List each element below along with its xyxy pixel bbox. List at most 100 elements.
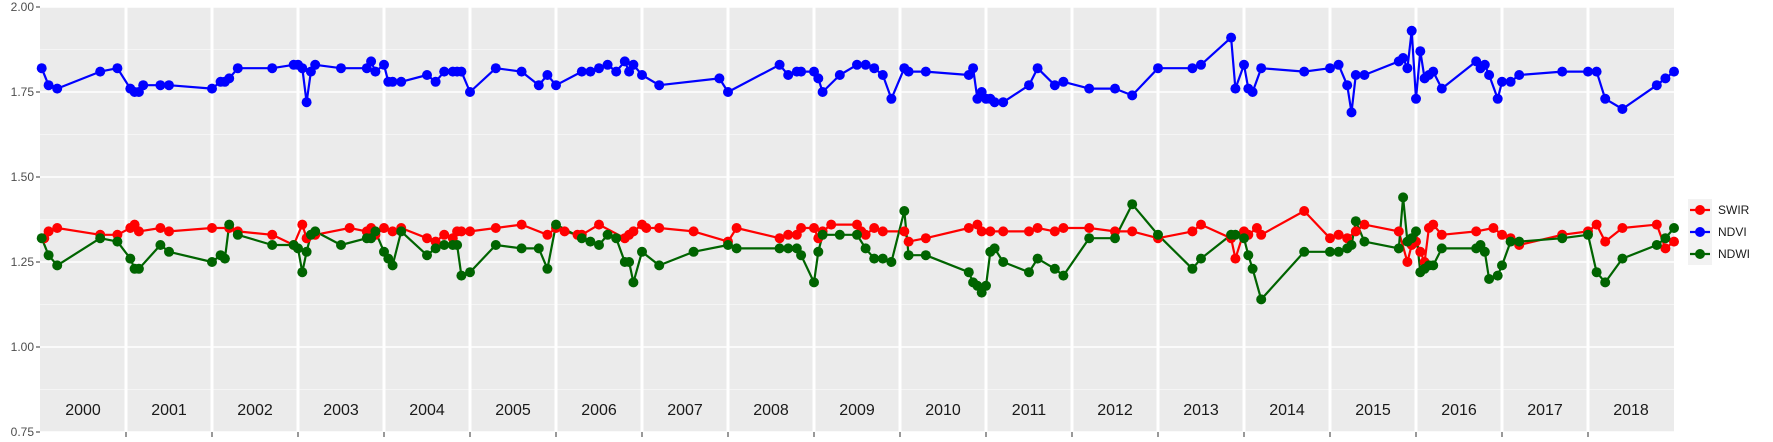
data-point-ndwi [1110, 233, 1120, 244]
data-point-ndwi [611, 233, 622, 244]
data-point-ndvi [714, 73, 725, 84]
data-point-ndvi [637, 70, 647, 80]
data-point-swir [465, 226, 475, 237]
data-point-swir [1488, 223, 1499, 233]
data-point-swir [559, 226, 570, 237]
data-point-ndvi [834, 70, 845, 80]
data-point-swir [456, 226, 467, 237]
data-point-ndvi [465, 87, 475, 97]
data-point-ndvi [576, 66, 587, 77]
data-point-swir [1032, 223, 1043, 233]
data-point-ndvi [920, 66, 931, 77]
year-label: 2001 [151, 402, 187, 419]
legend-label-swir: SWIR [1718, 203, 1750, 217]
data-point-swir [1230, 253, 1241, 264]
data-point-ndwi [1230, 229, 1241, 240]
data-point-ndwi [1032, 253, 1043, 264]
data-point-ndwi [490, 240, 501, 250]
year-label: 2013 [1183, 402, 1219, 419]
data-point-ndvi [1406, 25, 1417, 36]
data-point-ndvi [1032, 63, 1043, 74]
data-point-swir [1660, 243, 1671, 254]
data-point-swir [1256, 229, 1267, 240]
data-point-swir [860, 229, 871, 240]
data-point-swir [628, 226, 639, 237]
data-point-ndwi [817, 229, 828, 240]
data-point-ndvi [164, 80, 174, 91]
data-point-swir [387, 226, 398, 237]
data-point-ndwi [886, 257, 897, 267]
data-point-ndwi [301, 246, 312, 257]
data-point-ndwi [998, 257, 1009, 267]
data-point-swir [1471, 226, 1482, 237]
data-point-ndvi [1325, 63, 1335, 74]
data-point-ndvi [387, 76, 398, 87]
data-point-ndvi [1583, 66, 1593, 77]
data-point-ndvi [1110, 83, 1120, 94]
data-point-swir [796, 223, 807, 233]
data-point-ndwi [1049, 263, 1060, 274]
data-point-ndvi [594, 63, 604, 74]
data-point-ndvi [1398, 53, 1409, 63]
data-point-ndvi [551, 80, 561, 91]
data-point-ndvi [1239, 59, 1249, 70]
data-point-ndvi [207, 83, 217, 94]
legend: SWIR NDVI NDWI [1688, 199, 1750, 265]
data-point-ndwi [155, 240, 166, 250]
year-labels: 2000 2001 2002 2003 2004 2005 2006 2007 2008 2009… [65, 402, 1649, 419]
data-point-ndwi [133, 263, 144, 274]
data-point-swir [920, 233, 931, 244]
year-label: 2005 [495, 402, 531, 419]
data-point-swir [1333, 229, 1344, 240]
year-label: 2008 [753, 402, 789, 419]
data-point-ndvi [1049, 80, 1060, 91]
data-point-ndvi [43, 80, 54, 91]
data-point-ndvi [1350, 70, 1361, 80]
data-point-ndwi [297, 267, 308, 278]
data-point-swir [1049, 226, 1060, 237]
data-point-swir [1669, 236, 1679, 247]
data-point-ndwi [637, 246, 647, 257]
data-point-ndvi [1346, 107, 1357, 118]
data-point-ndwi [809, 277, 819, 288]
data-point-swir [1196, 219, 1206, 230]
data-point-ndwi [52, 260, 63, 271]
data-point-swir [774, 233, 785, 244]
data-point-ndvi [1651, 80, 1662, 91]
data-point-swir [1187, 226, 1198, 237]
data-point-ndvi [1402, 63, 1413, 74]
data-point-ndvi [1479, 59, 1490, 70]
data-point-ndwi [903, 250, 914, 261]
data-point-ndwi [36, 233, 47, 244]
data-point-swir [976, 226, 987, 237]
data-point-swir [155, 223, 166, 233]
data-point-ndvi [1411, 93, 1421, 104]
data-point-ndwi [1153, 229, 1163, 240]
data-point-ndwi [1660, 233, 1671, 244]
data-point-ndvi [310, 59, 321, 70]
data-point-swir [877, 226, 888, 237]
data-point-swir [1436, 229, 1447, 240]
data-point-swir [1350, 226, 1361, 237]
data-point-ndvi [1514, 70, 1525, 80]
year-label: 2007 [667, 402, 703, 419]
data-point-ndwi [1127, 199, 1138, 210]
data-point-ndvi [1617, 104, 1628, 114]
data-point-ndvi [422, 70, 432, 80]
data-point-ndvi [817, 87, 828, 97]
data-point-ndwi [1557, 233, 1568, 244]
legend-label-ndvi: NDVI [1718, 225, 1747, 239]
data-point-swir [1600, 236, 1611, 247]
data-point-ndvi [224, 73, 235, 84]
y-tick-label: 2.00 [11, 0, 35, 14]
data-point-ndvi [533, 80, 544, 91]
data-point-ndwi [430, 243, 441, 254]
data-point-ndwi [439, 240, 450, 250]
data-point-swir [542, 229, 553, 240]
data-point-swir [654, 223, 665, 233]
data-point-ndvi [301, 97, 312, 108]
data-point-ndvi [1333, 59, 1344, 70]
data-point-ndvi [774, 59, 785, 70]
data-point-swir [998, 226, 1009, 237]
